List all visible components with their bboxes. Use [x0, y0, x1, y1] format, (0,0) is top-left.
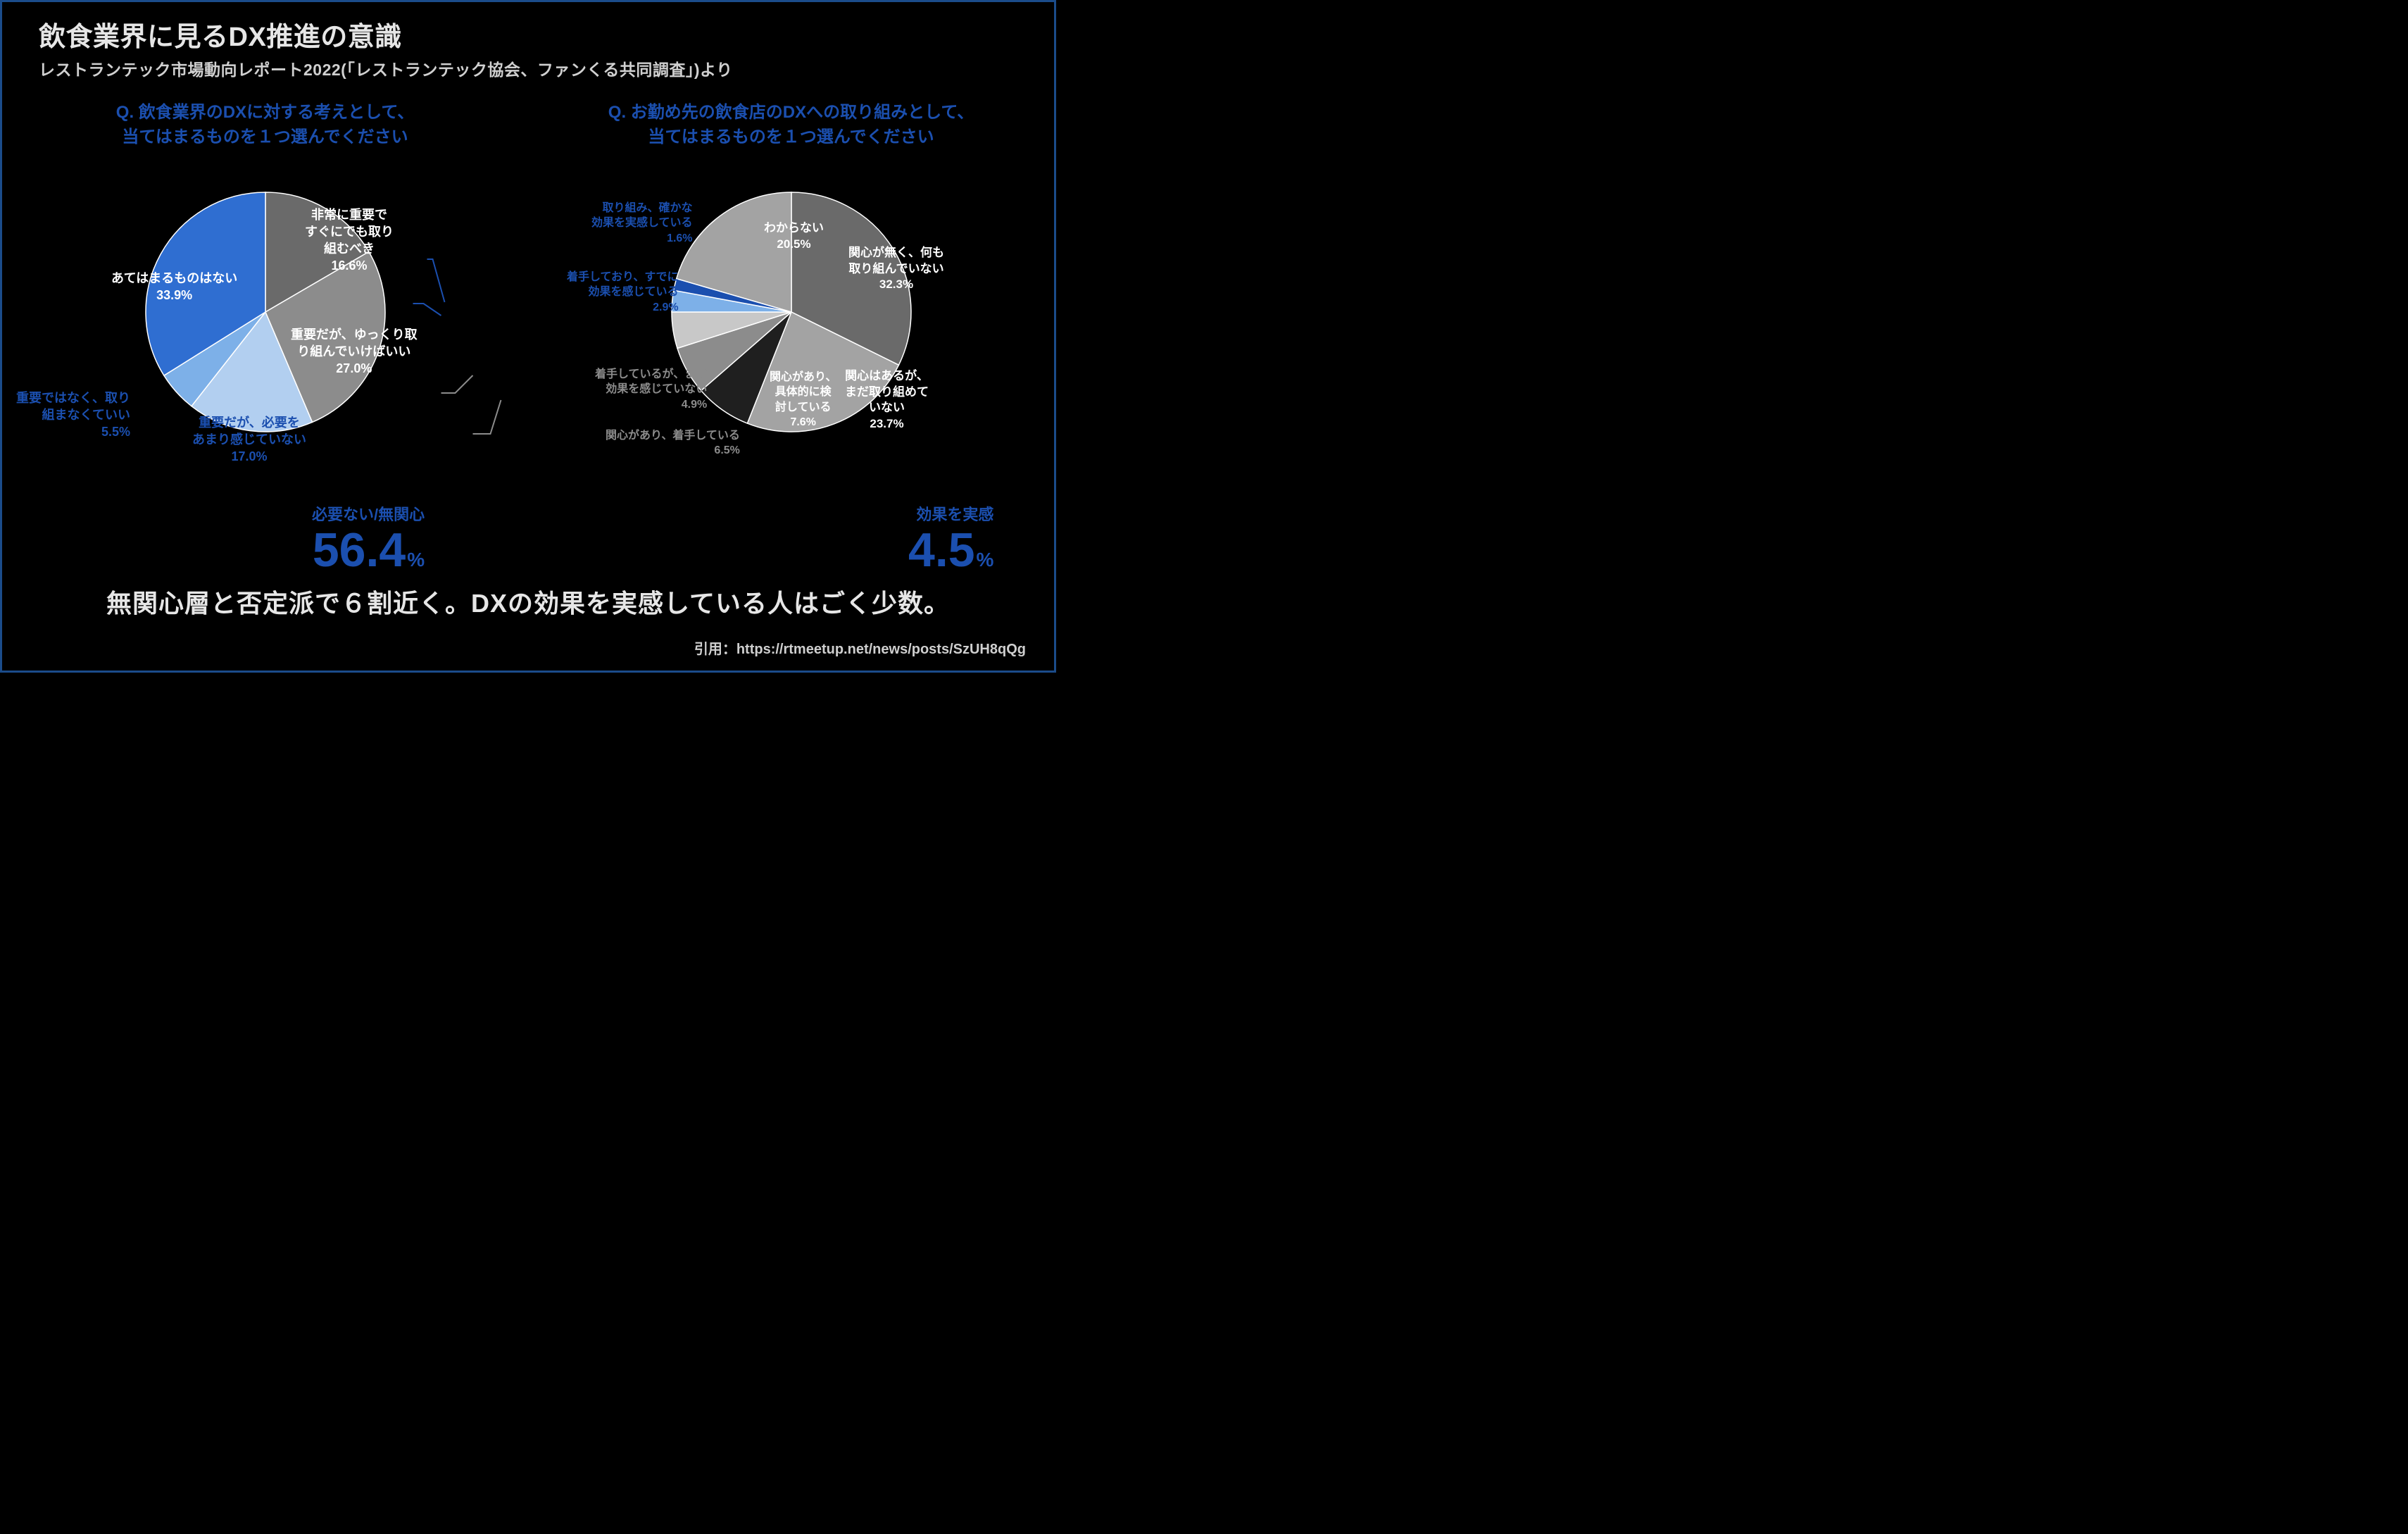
left-label-3: 重要ではなく、取り 組まなくていい 5.5%: [16, 389, 130, 441]
header: 飲食業界に見るDX推進の意識 レストランテック市場動向レポート2022(「レスト…: [39, 15, 733, 80]
right-leader-5: [413, 304, 441, 316]
left-summary: 必要ない/無関心56.4%: [312, 502, 425, 574]
right-label-1: 関心はあるが、 まだ取り組めて いない 23.7%: [845, 368, 929, 433]
chart-right: Q. お勤め先の飲食店のDXへの取り組みとして、 当てはまるものを１つ選んでくだ…: [528, 101, 1054, 537]
right-label-7: わからない 20.5%: [764, 220, 824, 253]
right-label-2: 関心があり、 具体的に検 討している 7.6%: [770, 370, 836, 430]
left-summary-value: 56.4%: [312, 526, 425, 574]
charts-row: Q. 飲食業界のDXに対する考えとして、 当てはまるものを１つ選んでください 非…: [2, 101, 1054, 537]
page-subtitle: レストランテック市場動向レポート2022(「レストランテック協会、ファンくる共同…: [39, 56, 733, 80]
chart-right-pie: 関心が無く、何も 取り組んでいない 32.3% 関心はあるが、 まだ取り組めて い…: [528, 150, 1054, 488]
citation: 引用：https://rtmeetup.net/news/posts/SzUH8…: [694, 637, 1026, 658]
slide-frame: 飲食業界に見るDX推進の意識 レストランテック市場動向レポート2022(「レスト…: [0, 0, 1056, 673]
right-summary: 効果を実感4.5%: [908, 502, 993, 574]
right-leader-3: [473, 400, 501, 434]
left-label-4: あてはまるものはない 33.9%: [111, 270, 237, 304]
right-leader-4: [441, 375, 473, 393]
right-label-4: 着手しているが、まだ 効果を感じていない 4.9%: [595, 367, 707, 413]
right-summary-label: 効果を実感: [908, 502, 993, 525]
right-label-5: 着手しており、すでに 効果を感じている 2.9%: [567, 270, 679, 316]
right-label-3: 関心があり、着手している 6.5%: [606, 428, 740, 459]
chart-left-question: Q. 飲食業界のDXに対する考えとして、 当てはまるものを１つ選んでください: [2, 101, 528, 150]
right-label-0: 関心が無く、何も 取り組んでいない 32.3%: [848, 245, 944, 294]
page-title: 飲食業界に見るDX推進の意識: [39, 15, 733, 54]
right-summary-value: 4.5%: [908, 526, 993, 574]
chart-right-question: Q. お勤め先の飲食店のDXへの取り組みとして、 当てはまるものを１つ選んでくだ…: [528, 101, 1054, 150]
left-summary-label: 必要ない/無関心: [312, 502, 425, 525]
right-label-6: 取り組み、確かな 効果を実感している 1.6%: [591, 201, 693, 247]
right-leader-6: [427, 259, 445, 302]
conclusion: 無関心層と否定派で６割近く。DXの効果を実感している人はごく少数。: [2, 583, 1054, 620]
